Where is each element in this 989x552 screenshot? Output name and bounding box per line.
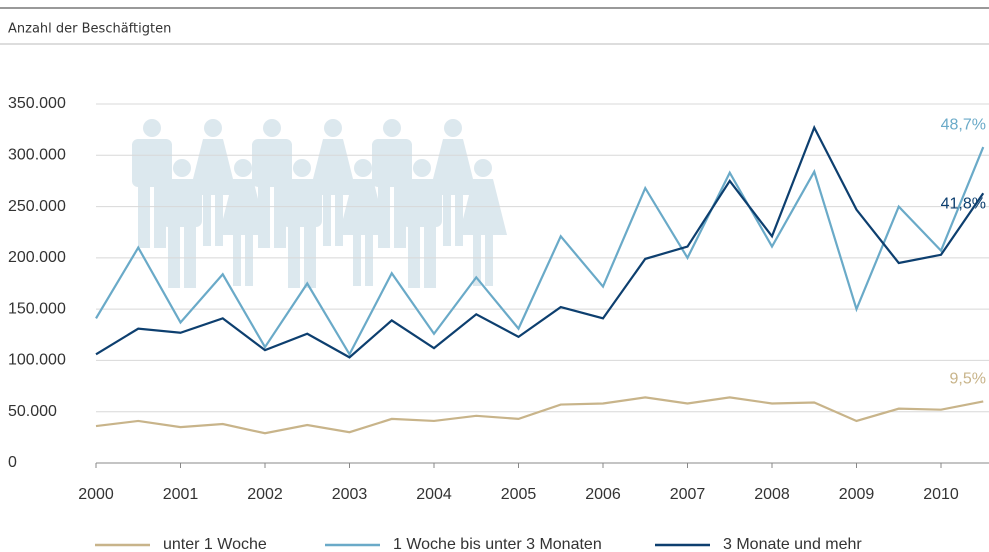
x-tick-label: 2002 bbox=[247, 486, 283, 503]
y-tick-label: 150.000 bbox=[8, 300, 66, 317]
end-label: 48,7% bbox=[941, 116, 986, 133]
y-tick-label: 350.000 bbox=[8, 95, 66, 112]
y-tick-label: 200.000 bbox=[8, 249, 66, 266]
x-tick-label: 2008 bbox=[754, 486, 790, 503]
x-tick-label: 2003 bbox=[332, 486, 368, 503]
data-line bbox=[95, 146, 985, 357]
y-tick-label: 300.000 bbox=[8, 147, 66, 164]
end-label: 41,8% bbox=[941, 195, 986, 212]
y-tick-label: 250.000 bbox=[8, 198, 66, 215]
x-tick-label: 2007 bbox=[670, 486, 706, 503]
data-line bbox=[95, 396, 984, 435]
legend-label: 3 Monate und mehr bbox=[723, 536, 862, 552]
legend-label: 1 Woche bis unter 3 Monaten bbox=[393, 536, 602, 552]
chart-subtitle: Anzahl der Beschäftigten bbox=[8, 22, 171, 37]
x-tick-label: 2010 bbox=[923, 486, 959, 503]
x-tick-label: 2000 bbox=[78, 486, 114, 503]
y-tick-label: 100.000 bbox=[8, 352, 66, 369]
y-tick-label: 50.000 bbox=[8, 403, 57, 420]
x-tick-label: 2005 bbox=[501, 486, 537, 503]
x-tick-label: 2009 bbox=[839, 486, 875, 503]
y-tick-label: 0 bbox=[8, 454, 17, 471]
x-tick-label: 2001 bbox=[163, 486, 199, 503]
data-line bbox=[95, 124, 985, 359]
legend-label: unter 1 Woche bbox=[163, 536, 267, 552]
x-tick-label: 2004 bbox=[416, 486, 452, 503]
end-label: 9,5% bbox=[950, 371, 986, 388]
x-tick-label: 2006 bbox=[585, 486, 621, 503]
people-illustration bbox=[132, 119, 507, 288]
